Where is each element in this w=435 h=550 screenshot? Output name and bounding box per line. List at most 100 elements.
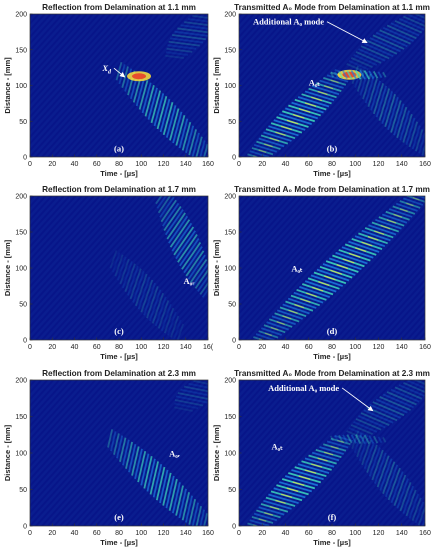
x-axis-label: Time - [µs] (313, 538, 351, 547)
chart-title: Reflection from Delamination at 1.7 mm (42, 185, 196, 194)
x-tick-label: 40 (282, 530, 290, 537)
feature-additional (346, 14, 425, 73)
panel-c: Reflection from Delamination at 1.7 mm 0 2… (3, 185, 214, 361)
x-tick-label: 100 (135, 530, 147, 537)
plot-background (239, 196, 425, 340)
plot-background (239, 380, 425, 526)
feature-reflected (351, 65, 425, 156)
background-texture (30, 14, 208, 157)
annotation: A₀ᵣ (169, 449, 181, 459)
feature-reflected (155, 196, 208, 298)
feature-faint (165, 14, 208, 59)
y-tick-label: 50 (228, 302, 236, 309)
x-tick-label: 140 (180, 161, 192, 168)
x-tick-label: 60 (305, 161, 313, 168)
y-tick-label: 100 (15, 83, 27, 90)
y-tick-label: 100 (224, 266, 236, 273)
chart-title: Reflection from Delamination at 1.1 mm (42, 3, 196, 12)
plot-background (30, 196, 208, 340)
x-axis-label: Time - [µs] (313, 352, 351, 361)
y-tick-label: 50 (19, 302, 27, 309)
x-tick-label: 40 (282, 161, 290, 168)
x-tick-label: 120 (373, 161, 385, 168)
chart-title: Transmitted A₀ Mode from Delamination at… (234, 3, 430, 12)
annotation: Xd (101, 63, 126, 78)
x-tick-label: 140 (396, 344, 408, 351)
panel-label: (b) (327, 143, 338, 153)
x-tick-label: 160 (419, 530, 431, 537)
panel-label: (c) (114, 326, 124, 336)
x-tick-label: 160 (419, 161, 431, 168)
x-tick-label: 40 (71, 344, 79, 351)
x-tick-label: 20 (258, 530, 266, 537)
x-tick-label: 20 (258, 161, 266, 168)
y-tick-label: 50 (19, 119, 27, 126)
x-tick-label: 60 (305, 344, 313, 351)
x-tick-label: 60 (93, 530, 101, 537)
y-tick-label: 0 (23, 155, 27, 162)
x-tick-label: 20 (258, 344, 266, 351)
plot-background (30, 380, 208, 526)
feature-additional (346, 380, 425, 440)
y-tick-label: 150 (224, 230, 236, 237)
x-tick-label: 80 (115, 344, 123, 351)
x-tick-label: 0 (237, 530, 241, 537)
panel-a: Reflection from Delamination at 1.1 mm 0 2… (3, 3, 214, 178)
chart-title: Reflection from Delamination at 2.3 mm (42, 369, 196, 378)
x-tick-label: 40 (71, 161, 79, 168)
plot-background (30, 14, 208, 157)
annotation-arrow (341, 387, 374, 412)
y-tick-label: 100 (15, 451, 27, 458)
x-axis-label: Time - [µs] (313, 169, 351, 178)
feature-transmitted (247, 69, 353, 157)
x-tick-label: 20 (48, 530, 56, 537)
feature-spot (127, 71, 152, 82)
x-tick-label: 0 (28, 344, 32, 351)
plot-background (239, 14, 425, 157)
y-tick-label: 0 (232, 155, 236, 162)
x-tick-label: 160 (202, 530, 214, 537)
x-tick-label: 160 (202, 161, 214, 168)
x-tick-label: 160 (419, 344, 431, 351)
y-axis-label: Distance - [mm] (3, 424, 12, 481)
y-tick-label: 50 (19, 487, 27, 494)
x-tick-label: 100 (349, 530, 361, 537)
annotation: Additional A₀ mode (253, 17, 368, 44)
feature-transmitted (247, 434, 353, 526)
annotation: Additional A₀ mode (268, 383, 374, 412)
x-tick-label: 0 (237, 161, 241, 168)
y-tick-label: 200 (15, 378, 27, 385)
y-tick-label: 150 (224, 47, 236, 54)
x-tick-label: 120 (158, 161, 170, 168)
x-tick-label: 60 (93, 344, 101, 351)
feature-faint (109, 250, 185, 340)
y-tick-label: 100 (15, 266, 27, 273)
background-texture (30, 196, 208, 340)
x-tick-label: 100 (135, 161, 147, 168)
x-tick-label: 80 (328, 344, 336, 351)
y-tick-label: 0 (23, 338, 27, 345)
x-tick-label: 80 (328, 530, 336, 537)
x-tick-label: 0 (237, 344, 241, 351)
x-tick-label: 0 (28, 161, 32, 168)
svg-text:A₀ₜ: A₀ₜ (272, 441, 284, 451)
annotation: A₀ₜ (272, 441, 284, 451)
y-axis-label: Distance - [mm] (212, 239, 221, 296)
panel-b: Transmitted A₀ Mode from Delamination at… (212, 3, 431, 178)
y-tick-label: 50 (228, 119, 236, 126)
y-axis-label: Distance - [mm] (3, 57, 12, 114)
svg-text:Xd: Xd (101, 63, 112, 76)
feature-reflected (107, 429, 208, 526)
x-tick-label: 120 (373, 344, 385, 351)
x-tick-label: 40 (71, 530, 79, 537)
x-axis-label: Time - [µs] (100, 352, 138, 361)
x-axis-label: Time - [µs] (100, 169, 138, 178)
y-tick-label: 150 (15, 414, 27, 421)
svg-text:A₀ₜ: A₀ₜ (291, 264, 303, 274)
x-tick-label: 140 (180, 344, 192, 351)
y-tick-label: 200 (15, 12, 27, 19)
svg-text:Additional A₀ mode: Additional A₀ mode (268, 383, 339, 393)
y-tick-label: 0 (232, 338, 236, 345)
x-tick-label: 80 (115, 161, 123, 168)
